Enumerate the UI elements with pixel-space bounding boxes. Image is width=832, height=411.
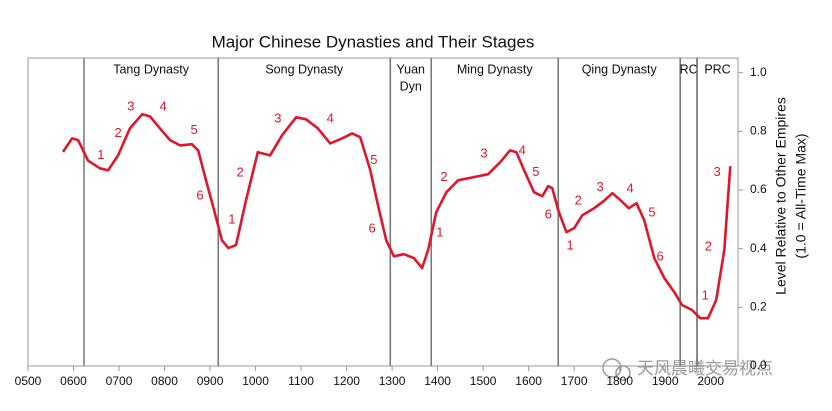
dynasty-label: RC <box>680 62 698 76</box>
stage-label: 3 <box>127 99 134 114</box>
x-tick-label: 2000 <box>697 374 724 388</box>
stage-label: 5 <box>191 122 198 137</box>
stage-label: 3 <box>274 111 281 126</box>
stage-label: 6 <box>657 249 664 264</box>
y-tick-label: 0.4 <box>750 241 767 255</box>
x-tick-label: 1900 <box>652 374 679 388</box>
stage-label: 2 <box>440 169 447 184</box>
x-tick-label: 0900 <box>197 374 224 388</box>
dynasty-label: Yuan <box>397 62 426 76</box>
stage-label: 2 <box>114 125 121 140</box>
x-tick-label: 1300 <box>379 374 406 388</box>
watermark-text: 天风晨曦交易视点 <box>637 359 773 379</box>
stage-label: 1 <box>228 212 235 227</box>
y-tick-label: 0.6 <box>750 182 767 196</box>
y-tick-label: 0.2 <box>750 300 767 314</box>
stage-label: 2 <box>705 239 712 254</box>
stage-label: 2 <box>575 193 582 208</box>
y-tick-label: 1.0 <box>750 65 767 79</box>
x-tick-label: 1100 <box>288 374 314 388</box>
stage-label: 1 <box>97 147 104 162</box>
stage-label: 6 <box>545 207 552 222</box>
x-tick-label: 0800 <box>151 374 178 388</box>
stage-label: 1 <box>436 225 443 240</box>
x-tick-label: 0600 <box>60 374 87 388</box>
stage-label: 4 <box>327 111 334 126</box>
y-tick-label: 0.8 <box>750 124 767 138</box>
stage-label: 3 <box>596 179 603 194</box>
x-tick-label: 1600 <box>515 374 542 388</box>
chart-title: Major Chinese Dynasties and Their Stages <box>212 32 535 51</box>
stage-label: 5 <box>648 205 655 220</box>
x-tick-label: 1500 <box>470 374 497 388</box>
x-tick-label: 0500 <box>15 374 42 388</box>
stage-label: 3 <box>713 164 720 179</box>
x-tick-label: 1400 <box>424 374 451 388</box>
stage-label: 6 <box>368 221 375 236</box>
watermark-icon <box>602 358 622 378</box>
stage-label: 4 <box>627 181 634 196</box>
y-axis-title-line: Level Relative to Other Empires <box>773 97 789 295</box>
x-tick-label: 1200 <box>333 374 360 388</box>
stage-label: 5 <box>370 152 377 167</box>
dynasty-label: Dyn <box>400 79 422 93</box>
data-line <box>61 113 732 320</box>
stage-label: 2 <box>236 165 243 180</box>
plot-frame <box>27 57 739 367</box>
stage-label: 1 <box>566 237 573 252</box>
stage-label: 5 <box>532 164 539 179</box>
stage-label: 4 <box>519 143 526 158</box>
dynasty-label: PRC <box>704 62 730 76</box>
dynasty-label: Tang Dynasty <box>113 62 189 76</box>
dynasty-label: Ming Dynasty <box>457 62 533 76</box>
dynasty-label: Song Dynasty <box>265 62 344 76</box>
stage-label: 4 <box>160 99 167 114</box>
y-axis-title-line: (1.0 = All-Time Max) <box>793 133 809 258</box>
stage-label: 1 <box>702 288 709 303</box>
x-tick-label: 1700 <box>561 374 588 388</box>
y-axis-title: Level Relative to Other Empires (1.0 = A… <box>773 97 809 295</box>
x-tick-label: 1000 <box>242 374 269 388</box>
dynasty-label: Qing Dynasty <box>582 62 658 76</box>
x-tick-label: 1800 <box>606 374 633 388</box>
stage-label: 6 <box>196 188 203 203</box>
stage-label: 3 <box>480 146 487 161</box>
y-tick-label: 0.0 <box>750 358 767 372</box>
x-tick-label: 0700 <box>106 374 133 388</box>
watermark: 天风晨曦交易视点 <box>602 358 773 381</box>
watermark-icon <box>615 365 631 381</box>
